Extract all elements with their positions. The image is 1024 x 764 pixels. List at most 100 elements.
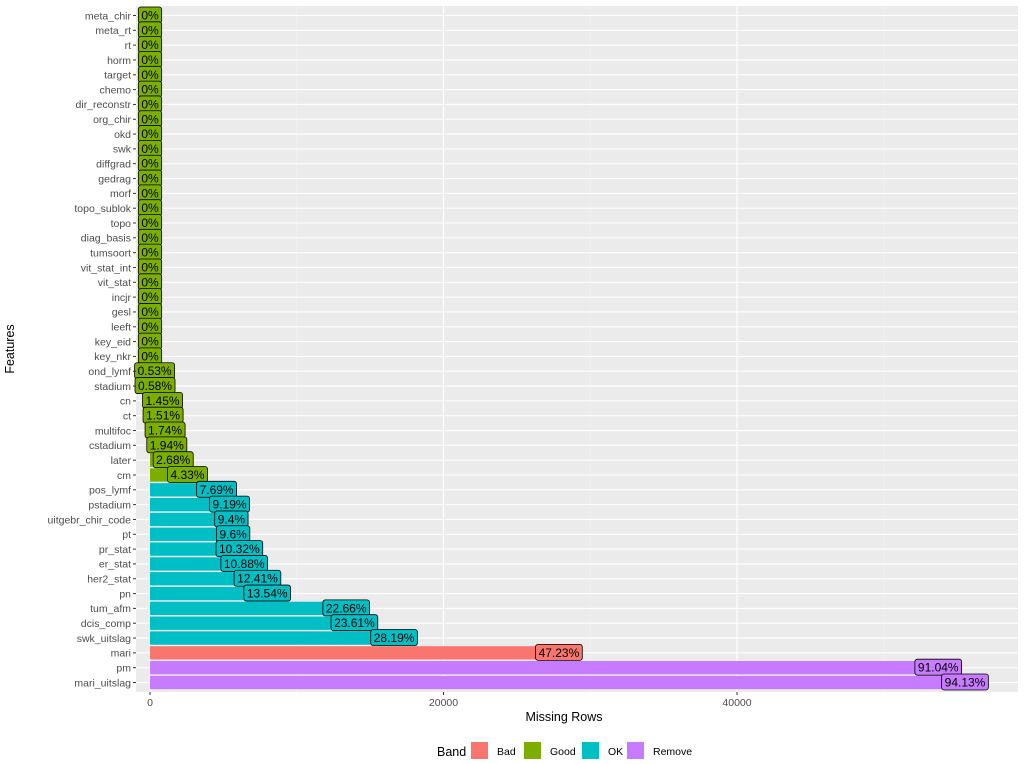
value-label-cstadium: 1.94% <box>146 436 188 454</box>
y-tick-label: diffgrad <box>96 159 131 171</box>
legend-key-bad <box>471 742 488 759</box>
y-tick-label: leeft <box>111 322 131 334</box>
legend-title: Band <box>437 745 466 759</box>
value-label-text: 1.74% <box>148 424 182 438</box>
y-tick-label: cm <box>117 470 131 482</box>
value-label-meta_rt: 0% <box>137 21 163 39</box>
y-tick-label: her2_stat <box>87 574 131 586</box>
value-label-text: 13.54% <box>247 587 288 601</box>
y-tick-label: pt <box>122 529 131 541</box>
y-tick-label: org_chir <box>93 114 131 126</box>
value-label-text: 0% <box>141 275 159 289</box>
value-label-meta_chir: 0% <box>137 6 163 24</box>
value-label-pr_stat: 10.32% <box>215 540 264 557</box>
y-tick-label: er_stat <box>99 559 131 571</box>
value-label-vit_stat: 0% <box>137 273 163 291</box>
value-label-topo: 0% <box>137 214 163 231</box>
value-label-okd: 0% <box>137 125 163 142</box>
value-label-text: 0% <box>141 83 159 97</box>
x-tick-label: 0 <box>147 697 153 709</box>
value-label-stadium: 0.58% <box>134 377 176 394</box>
bar-uitgebr_chir_code <box>150 512 232 527</box>
value-label-uitgebr_chir_code: 9.4% <box>214 510 249 528</box>
value-label-incjr: 0% <box>137 288 163 306</box>
value-label-vit_stat_int: 0% <box>137 258 163 276</box>
value-label-rt: 0% <box>137 36 163 54</box>
y-tick-label: mari_uitslag <box>74 677 131 689</box>
value-label-pstadium: 9.19% <box>209 495 250 513</box>
value-label-text: 0% <box>141 157 159 171</box>
value-label-text: 2.68% <box>156 453 190 467</box>
y-tick-label: later <box>111 455 132 467</box>
value-label-text: 0% <box>141 68 159 82</box>
value-label-tum_afm: 22.66% <box>322 599 370 617</box>
y-tick-label: pm <box>116 662 131 674</box>
bar-swk_uitslag <box>150 631 395 645</box>
y-tick-label: vit_stat_int <box>81 262 131 274</box>
y-tick-label: uitgebr_chir_code <box>48 514 132 526</box>
bar-pm <box>150 661 939 675</box>
bar-mari_uitslag <box>150 675 966 690</box>
value-label-text: 94.13% <box>945 676 986 690</box>
y-tick-label: mari <box>111 648 131 660</box>
bar-value-labels: 0%0%0%0%0%0%0%0%0%0%0%0%0%0%0%0%0%0%0%0%… <box>134 6 989 691</box>
value-label-pm: 91.04% <box>914 658 963 676</box>
value-label-pos_lymf: 7.69% <box>196 480 237 498</box>
y-tick-label: horm <box>107 55 131 67</box>
value-label-mari: 47.23% <box>535 643 583 661</box>
value-label-text: 9.4% <box>218 512 246 526</box>
legend-label-remove: Remove <box>653 746 692 758</box>
value-label-text: 12.41% <box>237 572 278 586</box>
value-label-text: 7.69% <box>200 483 234 497</box>
value-label-gesl: 0% <box>137 303 163 320</box>
value-label-ct: 1.51% <box>142 406 184 424</box>
value-label-dcis_comp: 23.61% <box>330 614 379 632</box>
grid-lines <box>136 6 1018 692</box>
value-label-org_chir: 0% <box>137 110 163 128</box>
legend-label-ok: OK <box>608 746 623 758</box>
value-label-text: 0.53% <box>138 364 172 378</box>
value-label-text: 0% <box>141 112 159 126</box>
bar-tum_afm <box>150 601 347 616</box>
value-label-text: 0% <box>141 9 159 23</box>
y-tick-label: cstadium <box>89 440 131 452</box>
bar-her2_stat <box>150 572 258 586</box>
y-tick-label: pr_stat <box>99 544 131 556</box>
value-label-text: 9.19% <box>213 498 247 512</box>
value-label-key_nkr: 0% <box>137 347 163 365</box>
value-label-text: 0% <box>141 23 159 37</box>
y-tick-label: dir_reconstr <box>76 99 132 111</box>
value-label-gedrag: 0% <box>137 169 163 187</box>
value-label-text: 4.33% <box>170 468 204 482</box>
bar-pt <box>150 527 234 541</box>
bar-dcis_comp <box>150 616 355 630</box>
legend-label-bad: Bad <box>497 746 516 758</box>
legend-key-ok <box>582 742 599 759</box>
value-label-text: 0% <box>141 201 159 215</box>
value-label-box <box>370 629 418 646</box>
legend-key-remove <box>627 742 644 759</box>
y-axis-title: Features <box>3 324 17 373</box>
y-tick-label: dcis_comp <box>81 618 131 630</box>
y-tick-label: tum_afm <box>90 603 131 615</box>
value-label-text: 47.23% <box>539 646 580 660</box>
value-label-cm: 4.33% <box>167 466 208 483</box>
y-tick-label: chemo <box>99 84 131 96</box>
value-label-diffgrad: 0% <box>137 154 163 172</box>
plot-panel <box>136 6 1018 692</box>
y-tick-label: gedrag <box>98 173 131 185</box>
value-label-her2_stat: 12.41% <box>233 569 282 587</box>
y-tick-label: tumsoort <box>90 247 131 259</box>
value-label-pn: 13.54% <box>243 584 291 602</box>
value-label-text: 0% <box>141 172 159 186</box>
value-label-text: 0.58% <box>138 379 172 393</box>
y-tick-label: topo <box>111 218 132 230</box>
value-label-multifoc: 1.74% <box>144 421 186 439</box>
y-tick-label: pstadium <box>88 499 131 511</box>
value-label-text: 0% <box>141 127 159 141</box>
legend: Band Bad Good OK Remove <box>437 742 692 759</box>
value-label-text: 1.45% <box>146 394 180 408</box>
value-label-text: 0% <box>141 246 159 260</box>
